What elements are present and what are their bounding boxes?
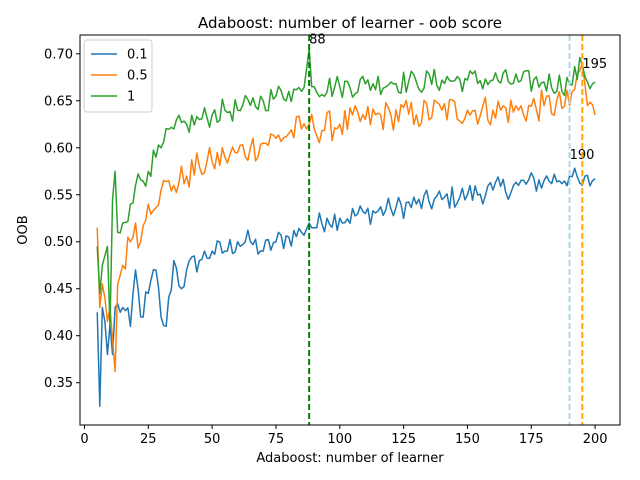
x-tick-label: 0 (80, 432, 88, 447)
y-tick-label: 0.45 (44, 282, 73, 297)
y-tick-label: 0.50 (44, 235, 73, 250)
x-tick-label: 125 (391, 432, 416, 447)
legend-box (83, 39, 153, 113)
y-tick-label: 0.70 (44, 47, 73, 62)
plot-lines (96, 48, 596, 407)
y-tick-label: 0.55 (44, 188, 73, 203)
x-tick-label: 100 (327, 432, 352, 447)
vertical-markers: 88190195 (308, 32, 607, 425)
legend-label-0.1: 0.1 (127, 48, 148, 63)
legend-label-0.5: 0.5 (127, 69, 148, 84)
chart-title: Adaboost: number of learner - oob score (198, 14, 502, 32)
x-tick-label: 150 (455, 432, 480, 447)
x-tick-label: 25 (140, 432, 157, 447)
y-tick-label: 0.65 (44, 94, 73, 109)
x-tick-label: 75 (268, 432, 285, 447)
series-line-0.5 (96, 62, 596, 373)
x-axis-title: Adaboost: number of learner (256, 451, 444, 466)
y-tick-label: 0.40 (44, 329, 73, 344)
y-tick-label: 0.60 (44, 141, 73, 156)
series-line-1 (96, 48, 596, 328)
plot-frame (79, 34, 621, 426)
x-axis-ticks: 0 25 50 75 100 125 150 175 200 (80, 425, 608, 447)
y-tick-label: 0.35 (44, 376, 73, 391)
y-axis-ticks: 0.35 0.40 0.45 0.50 0.55 0.60 0.65 0.70 (44, 47, 80, 391)
legend-label-1: 1 (127, 90, 135, 105)
y-axis-title: OOB (16, 215, 31, 244)
vline-label-88: 88 (309, 32, 326, 47)
vline-label-195: 195 (582, 57, 607, 72)
x-tick-label: 175 (519, 432, 544, 447)
legend: 0.1 0.5 1 (83, 39, 153, 113)
series-line-0.1 (96, 167, 596, 407)
x-tick-label: 50 (204, 432, 221, 447)
x-tick-label: 200 (583, 432, 608, 447)
